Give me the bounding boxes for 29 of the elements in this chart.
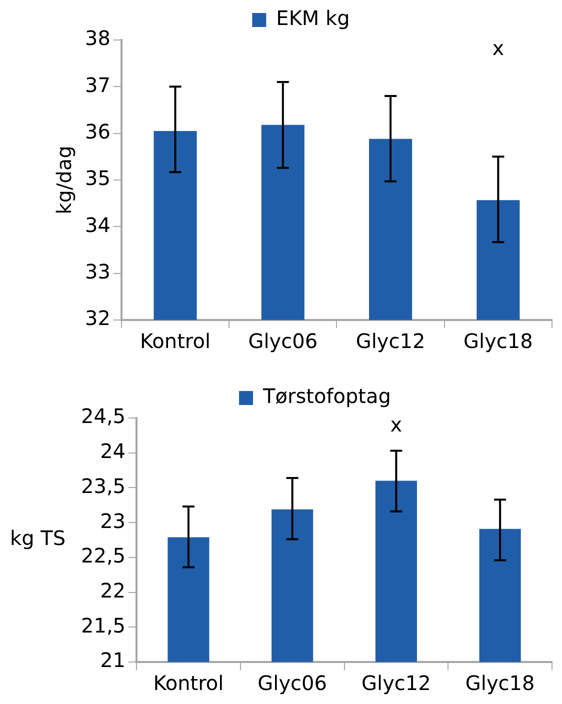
legend-label: EKM kg [276, 6, 350, 30]
y-tick-label: 24,5 [81, 404, 126, 428]
x-tick-label: Glyc12 [362, 671, 431, 696]
y-tick-label: 22 [100, 578, 126, 602]
x-tick-label: Glyc06 [248, 329, 318, 354]
x-tick-label: Kontrol [153, 671, 224, 696]
y-tick-label: 22,5 [81, 544, 126, 568]
y-axis-title: kg/dag [52, 146, 76, 214]
y-tick-label: 23,5 [81, 474, 126, 498]
x-tick-label: Glyc18 [465, 671, 535, 696]
x-tick-label: Glyc12 [356, 329, 426, 354]
y-tick-label: 33 [84, 260, 110, 284]
y-axis-title: kg TS [10, 526, 66, 550]
y-tick-label: 37 [84, 72, 110, 97]
x-tick-label: Glyc06 [258, 671, 328, 696]
y-tick-label: 21 [100, 648, 126, 672]
x-tick-label: Glyc18 [464, 329, 533, 354]
legend-label: Tørstofoptag [262, 384, 391, 408]
y-tick-label: 23 [100, 508, 126, 533]
y-tick-label: 35 [84, 166, 110, 190]
y-tick-label: 21,5 [81, 613, 126, 638]
y-tick-label: 34 [84, 212, 110, 237]
y-tick-label: 36 [84, 120, 110, 144]
annotation: x [390, 412, 402, 437]
x-tick-label: Kontrol [140, 329, 210, 354]
y-tick-label: 24 [100, 439, 126, 464]
y-tick-label: 38 [84, 26, 110, 50]
y-tick-label: 32 [84, 306, 110, 330]
annotation: x [492, 36, 504, 60]
